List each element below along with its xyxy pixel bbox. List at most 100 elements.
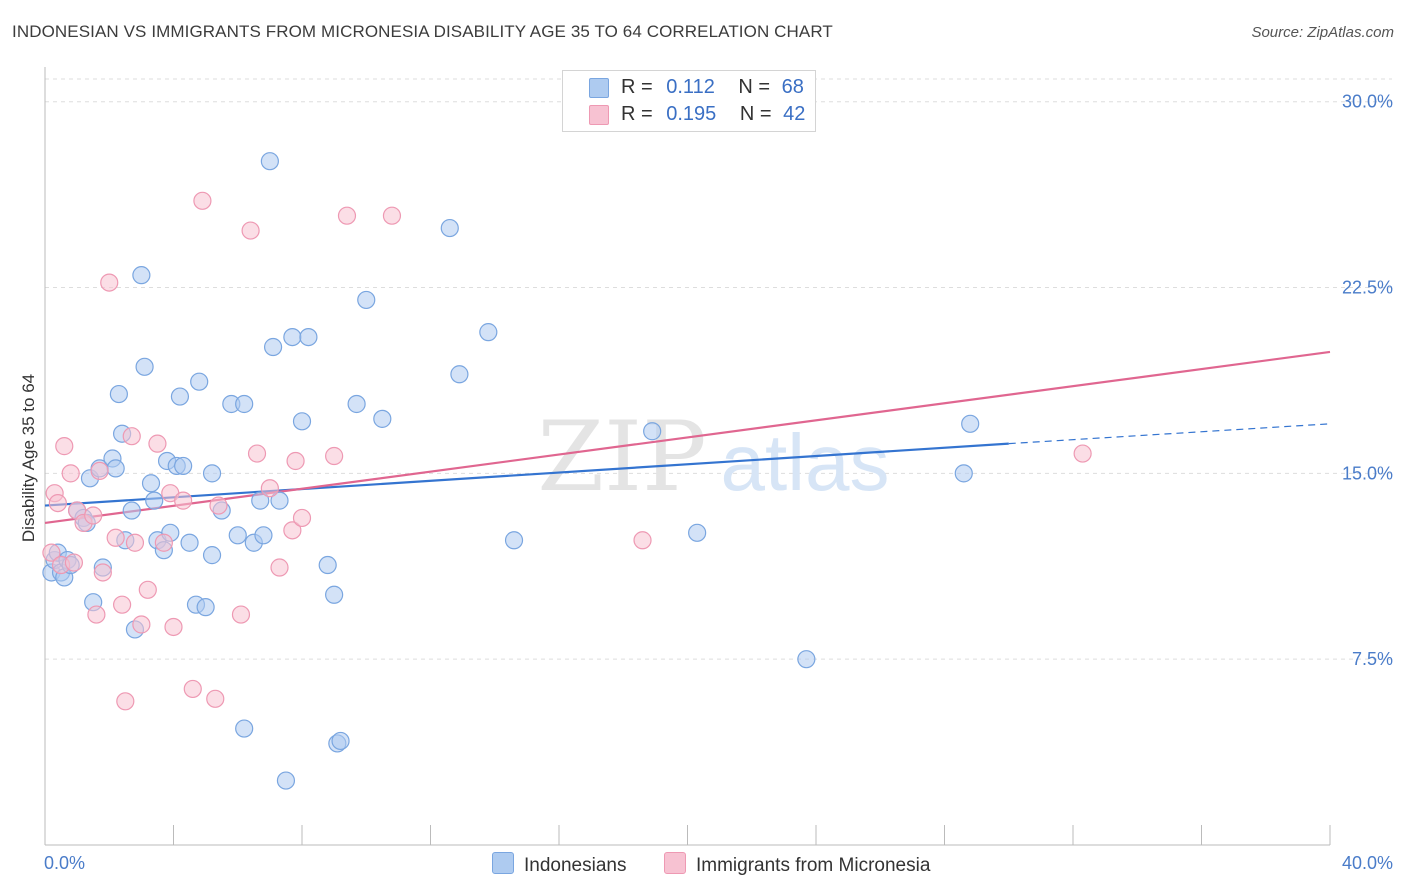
point-micronesian bbox=[100, 273, 119, 292]
y-tick-label: 15.0% bbox=[1342, 463, 1393, 483]
point-micronesian bbox=[1073, 444, 1092, 463]
point-indonesian bbox=[688, 523, 707, 542]
legend-r-label: R = bbox=[621, 76, 653, 98]
legend-r-value: 0.112 bbox=[666, 76, 715, 98]
point-micronesian bbox=[84, 506, 103, 525]
point-micronesian bbox=[260, 479, 279, 498]
trend-line-indonesians bbox=[44, 442, 1009, 507]
point-micronesian bbox=[148, 434, 167, 453]
point-micronesian bbox=[174, 491, 193, 510]
point-micronesian bbox=[48, 493, 67, 513]
point-indonesian bbox=[109, 384, 128, 404]
point-micronesian bbox=[241, 221, 260, 240]
point-micronesian bbox=[231, 605, 251, 624]
chart-title: INDONESIAN VS IMMIGRANTS FROM MICRONESIA… bbox=[12, 22, 833, 41]
point-micronesian bbox=[209, 496, 228, 515]
legend-n-value: 68 bbox=[781, 76, 804, 98]
point-indonesian bbox=[202, 464, 222, 483]
axes bbox=[44, 67, 1331, 846]
point-micronesian bbox=[193, 191, 212, 210]
legend-r-label: R = bbox=[621, 103, 653, 125]
y-tick-label: 7.5% bbox=[1352, 649, 1393, 669]
point-indonesian bbox=[235, 719, 254, 738]
point-indonesian bbox=[479, 323, 498, 342]
point-micronesian bbox=[206, 689, 225, 708]
point-indonesian bbox=[180, 533, 199, 552]
y-axis-label: Disability Age 35 to 64 bbox=[19, 374, 38, 542]
source-credit: Source: ZipAtlas.com bbox=[1251, 24, 1394, 41]
point-micronesian bbox=[122, 427, 141, 446]
legend-n-label: N = bbox=[738, 76, 771, 98]
point-indonesian bbox=[196, 598, 215, 617]
point-indonesian bbox=[357, 290, 376, 310]
point-micronesian bbox=[138, 580, 157, 599]
point-micronesian bbox=[61, 464, 80, 483]
point-micronesian bbox=[132, 615, 151, 634]
series-legend-indonesians: Indonesians bbox=[492, 852, 626, 877]
point-indonesian bbox=[170, 387, 190, 406]
point-micronesian bbox=[125, 533, 145, 552]
point-micronesian bbox=[633, 531, 652, 550]
point-indonesian bbox=[254, 526, 273, 545]
point-micronesian bbox=[283, 521, 302, 540]
series-name-indonesians: Indonesians bbox=[524, 855, 627, 876]
point-indonesian bbox=[132, 266, 151, 285]
legend-n-value: 42 bbox=[783, 103, 806, 125]
point-indonesian bbox=[450, 365, 469, 384]
point-micronesian bbox=[116, 692, 135, 711]
legend-swatch-blue bbox=[589, 78, 609, 98]
point-indonesian bbox=[106, 459, 125, 478]
point-indonesian bbox=[122, 501, 141, 520]
point-indonesian bbox=[135, 357, 154, 376]
point-indonesian bbox=[797, 650, 816, 669]
point-indonesian bbox=[318, 555, 337, 575]
legend-swatch-pink bbox=[589, 105, 609, 125]
point-indonesian bbox=[263, 337, 283, 357]
point-indonesian bbox=[504, 531, 524, 550]
point-indonesian bbox=[961, 414, 980, 433]
series-name-micronesia: Immigrants from Micronesia bbox=[696, 855, 931, 876]
point-indonesian bbox=[283, 327, 302, 347]
point-indonesian bbox=[145, 491, 164, 510]
point-micronesian bbox=[87, 605, 106, 624]
point-indonesian bbox=[260, 152, 279, 171]
point-indonesian bbox=[202, 546, 222, 565]
stats-legend: R = 0.112 N = 68 R = 0.195 N = 42 bbox=[562, 70, 816, 132]
point-micronesian bbox=[337, 206, 357, 225]
point-indonesian bbox=[190, 372, 209, 391]
point-micronesian bbox=[90, 461, 109, 480]
point-indonesian bbox=[440, 218, 459, 238]
point-micronesian bbox=[93, 563, 112, 582]
point-indonesian bbox=[299, 327, 318, 347]
point-micronesian bbox=[286, 451, 305, 471]
point-indonesian bbox=[235, 394, 254, 414]
point-indonesian bbox=[954, 464, 973, 483]
y-tick-label: 22.5% bbox=[1342, 278, 1393, 298]
point-micronesian bbox=[325, 446, 344, 466]
point-micronesian bbox=[247, 444, 267, 463]
point-micronesian bbox=[164, 617, 183, 637]
data-points bbox=[42, 152, 1092, 790]
point-micronesian bbox=[55, 437, 74, 456]
point-micronesian bbox=[64, 553, 84, 572]
point-indonesian bbox=[141, 474, 161, 493]
grid-lines bbox=[45, 78, 1392, 660]
watermark-atlas: atlas bbox=[721, 418, 890, 507]
series-legend-micronesia: Immigrants from Micronesia bbox=[664, 852, 930, 877]
watermark: ZIP atlas bbox=[537, 401, 889, 513]
series-swatch-pink bbox=[664, 852, 686, 874]
point-indonesian bbox=[331, 731, 350, 751]
point-micronesian bbox=[292, 508, 312, 528]
point-indonesian bbox=[373, 409, 392, 428]
point-micronesian bbox=[154, 533, 173, 552]
point-indonesian bbox=[270, 491, 289, 510]
point-indonesian bbox=[228, 526, 247, 545]
point-indonesian bbox=[643, 422, 662, 441]
point-indonesian bbox=[325, 585, 344, 604]
x-tick-label-min: 0.0% bbox=[44, 853, 85, 873]
point-indonesian bbox=[251, 491, 270, 510]
point-indonesian bbox=[292, 412, 312, 431]
series-swatch-blue bbox=[492, 852, 514, 874]
point-indonesian bbox=[276, 771, 296, 790]
